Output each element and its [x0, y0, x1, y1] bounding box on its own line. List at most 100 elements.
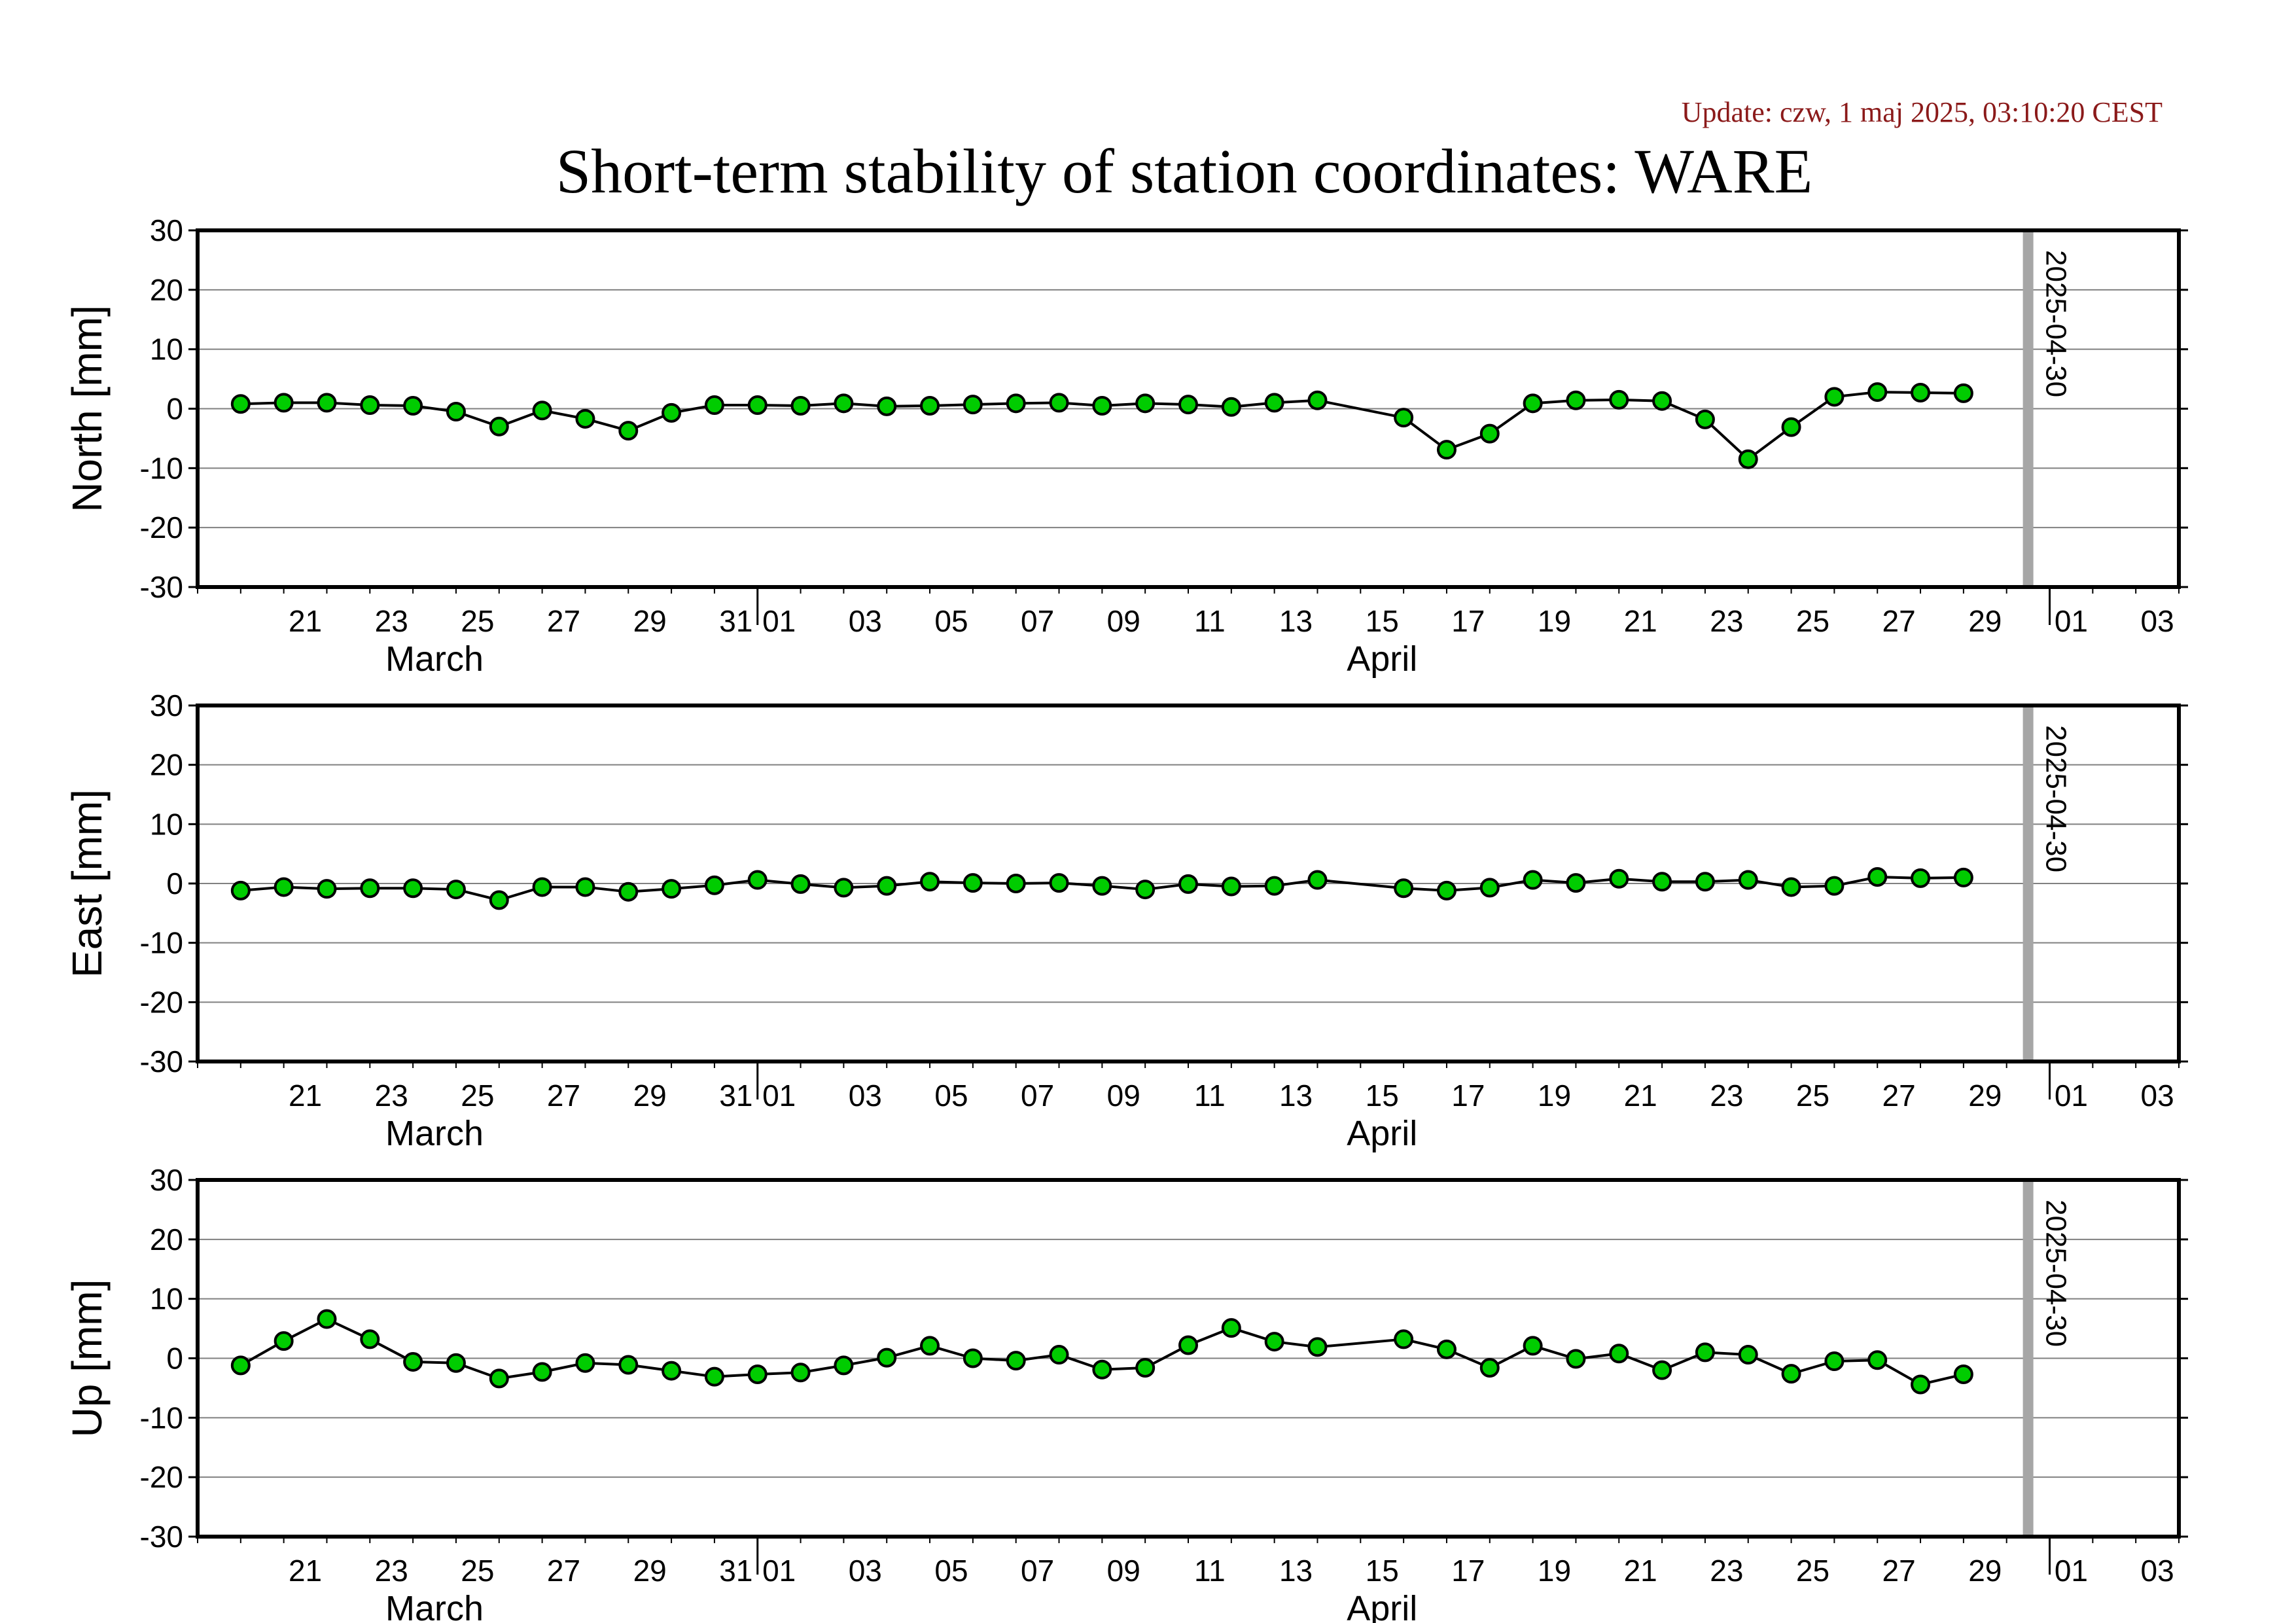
month-label: April: [1347, 1114, 1417, 1153]
data-point: [360, 878, 380, 899]
data-point: [1092, 1359, 1112, 1380]
x-tick-label: 15: [1366, 1079, 1399, 1113]
marker-line-label: 2025-04-30: [2040, 1200, 2072, 1347]
month-label: March: [385, 1114, 484, 1153]
x-tick-label: 11: [1194, 1554, 1226, 1588]
x-tick-label: 03: [2141, 1079, 2174, 1113]
x-tick-label: 17: [1451, 1554, 1485, 1588]
x-tick-label: 05: [934, 1079, 968, 1113]
x-tick-label: 25: [461, 604, 494, 638]
data-point: [662, 1361, 682, 1381]
data-point: [747, 870, 768, 890]
data-point: [1523, 1336, 1543, 1356]
x-tick-label: 31: [719, 604, 752, 638]
data-point: [403, 1351, 423, 1372]
x-tick-label: 25: [461, 1079, 494, 1113]
data-point: [1566, 1349, 1586, 1369]
data-point: [1781, 1364, 1801, 1384]
x-tick-label: 29: [633, 1554, 667, 1588]
x-tick-label: 09: [1107, 1079, 1140, 1113]
x-tick-label: 19: [1538, 1079, 1571, 1113]
x-tick-label: 29: [1968, 1079, 2002, 1113]
x-tick-label: 29: [633, 1079, 667, 1113]
data-point: [1781, 417, 1801, 437]
data-point: [532, 401, 552, 421]
data-point: [532, 1362, 552, 1382]
data-point: [403, 395, 423, 416]
data-point: [317, 393, 337, 413]
x-tick-label: 13: [1279, 604, 1313, 638]
data-point: [1006, 874, 1026, 893]
x-tick-label: 05: [934, 604, 968, 638]
data-point: [1566, 873, 1586, 893]
data-point: [489, 1368, 509, 1389]
data-point: [1307, 1337, 1328, 1357]
x-tick-label: 21: [289, 1554, 322, 1588]
data-point: [618, 1355, 639, 1375]
data-point: [1824, 1351, 1845, 1372]
data-point: [274, 877, 294, 897]
data-point: [877, 396, 897, 416]
data-point: [1221, 1318, 1241, 1338]
data-point: [1135, 880, 1156, 900]
data-point: [1006, 393, 1026, 414]
data-point: [1049, 1345, 1069, 1365]
data-point: [1609, 389, 1629, 410]
data-point: [446, 1353, 466, 1373]
x-tick-label: 21: [289, 1079, 322, 1113]
data-point: [489, 416, 509, 437]
data-point: [963, 873, 983, 893]
data-point: [1609, 1344, 1629, 1364]
y-tick-label: -10: [140, 451, 183, 485]
data-point: [403, 878, 423, 899]
data-point: [920, 872, 940, 892]
data-point: [1738, 870, 1758, 890]
y-tick-label: -30: [140, 1044, 183, 1079]
data-point: [230, 880, 251, 901]
x-tick-label: 25: [461, 1554, 494, 1588]
x-tick-label: 27: [1882, 1079, 1916, 1113]
x-tick-label: 27: [1882, 1554, 1916, 1588]
data-point: [1867, 1350, 1888, 1370]
y-tick-label: -20: [140, 510, 183, 544]
x-tick-label: 13: [1279, 1554, 1313, 1588]
data-point: [1178, 1335, 1198, 1355]
data-point: [834, 393, 854, 414]
data-point: [230, 394, 251, 414]
data-point: [575, 408, 595, 429]
data-point: [1953, 383, 1973, 403]
data-point: [317, 879, 337, 899]
y-tick-label: -20: [140, 1460, 183, 1494]
data-point: [1178, 874, 1198, 894]
data-point: [1307, 870, 1328, 890]
x-tick-label: 03: [2141, 604, 2174, 638]
month-label: March: [385, 1589, 484, 1623]
x-tick-label: 19: [1538, 604, 1571, 638]
x-tick-label: 31: [719, 1554, 752, 1588]
data-point: [877, 876, 897, 896]
data-point: [662, 402, 682, 423]
update-timestamp: Update: czw, 1 maj 2025, 03:10:20 CEST: [1682, 96, 2163, 128]
data-point: [1911, 868, 1931, 888]
x-tick-label: 01: [762, 604, 796, 638]
data-point: [790, 874, 811, 894]
x-tick-label: 21: [1624, 604, 1657, 638]
x-tick-label: 23: [375, 1554, 408, 1588]
x-tick-label: 27: [547, 1079, 580, 1113]
x-tick-label: 23: [1710, 1079, 1743, 1113]
y-tick-label: 0: [166, 866, 183, 901]
data-point: [834, 878, 854, 898]
data-point: [1436, 880, 1457, 901]
x-tick-label: 31: [719, 1079, 752, 1113]
y-tick-label: 0: [166, 392, 183, 426]
marker-line-label: 2025-04-30: [2040, 250, 2072, 397]
data-point: [704, 395, 724, 416]
y-axis-label: North [mm]: [63, 305, 111, 512]
x-tick-label: 07: [1021, 1079, 1054, 1113]
data-point: [489, 890, 509, 910]
x-tick-label: 01: [2055, 604, 2088, 638]
x-tick-label: 25: [1796, 1554, 1829, 1588]
